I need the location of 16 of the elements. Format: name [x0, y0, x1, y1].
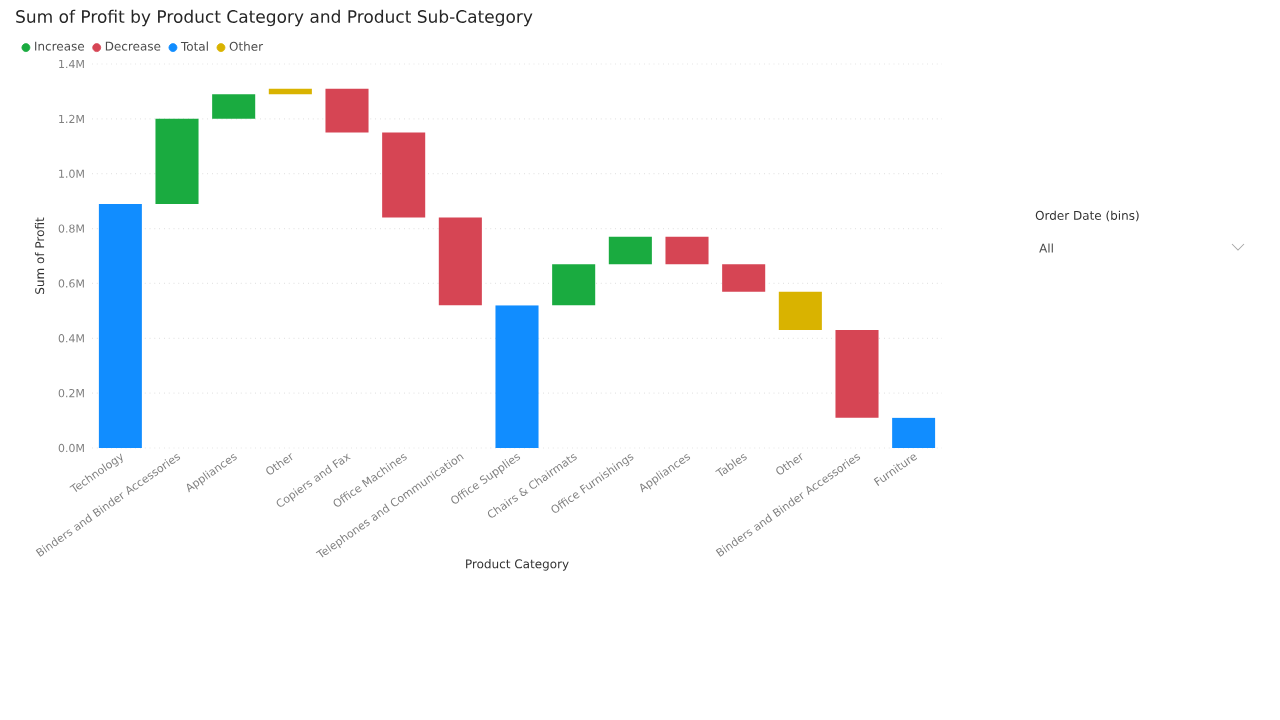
bar	[212, 94, 256, 119]
bar	[382, 132, 426, 218]
bar	[608, 236, 652, 265]
bar	[495, 305, 539, 448]
bar	[552, 264, 596, 306]
bar	[722, 264, 766, 292]
bar	[835, 330, 879, 418]
bar	[665, 236, 709, 265]
bar	[98, 203, 142, 448]
bar	[892, 417, 936, 448]
bar	[155, 118, 199, 204]
chart-title: Sum of Profit by Product Category and Product Sub-Category	[16, 9, 533, 27]
bar	[438, 217, 482, 306]
bar	[778, 291, 822, 331]
bar	[325, 88, 369, 133]
bar	[268, 88, 312, 95]
